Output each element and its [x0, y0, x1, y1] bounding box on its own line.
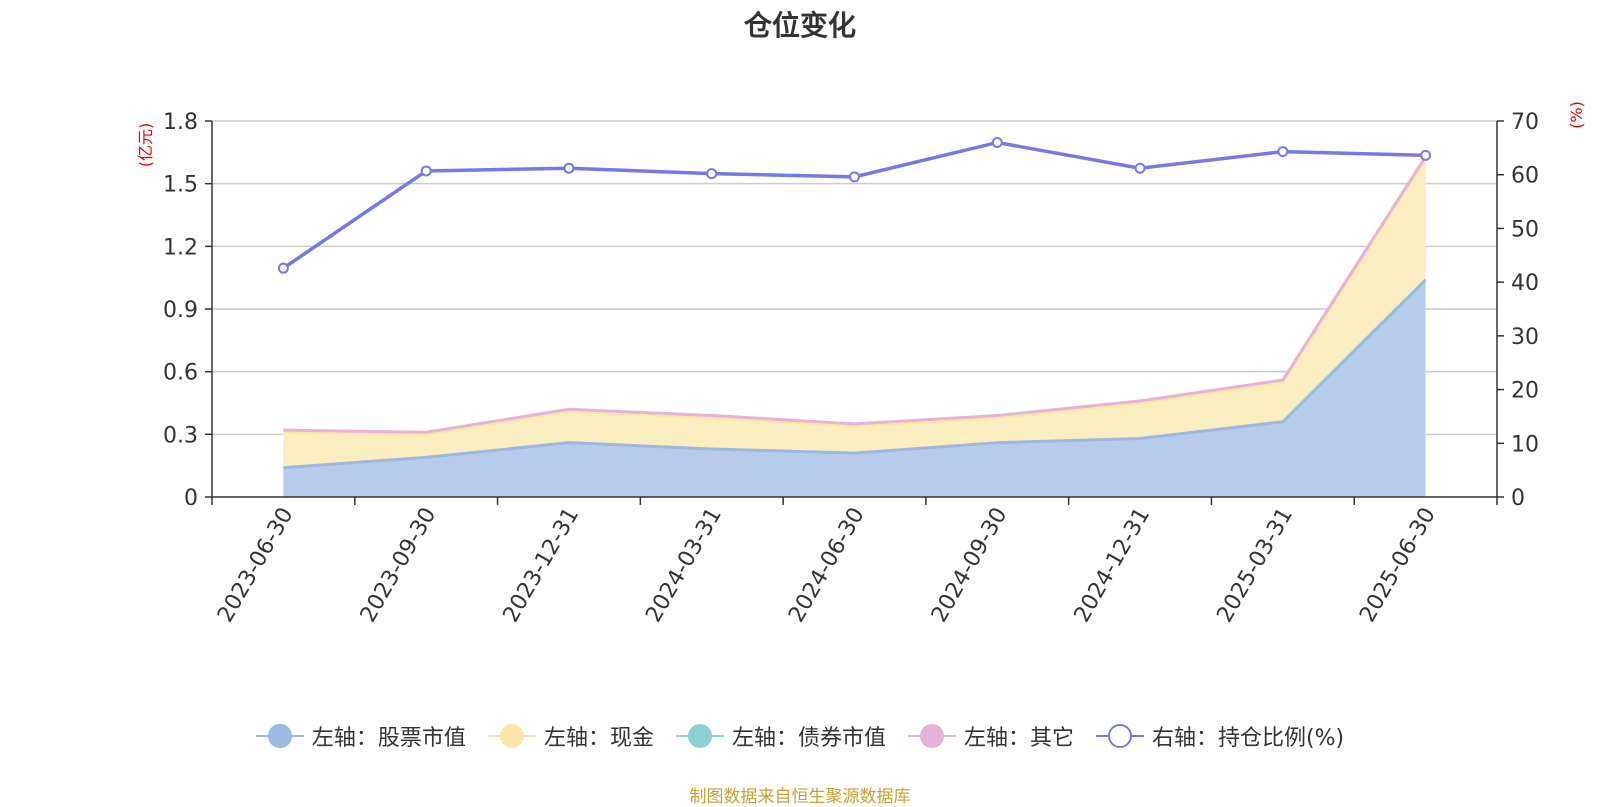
left-tick-label: 0: [184, 486, 198, 511]
left-tick-label: 0.3: [163, 423, 198, 448]
x-tick-label: 2024-09-30: [927, 504, 1013, 627]
x-tick-label: 2024-12-31: [1070, 504, 1156, 627]
legend-label: 左轴：股票市值: [311, 726, 466, 751]
ratio-point: [1134, 162, 1146, 174]
right-tick-label: 40: [1511, 271, 1539, 296]
left-tick-label: 0.9: [163, 298, 198, 323]
legend-marker-icon: [1095, 723, 1144, 749]
legend-item[interactable]: 左轴：股票市值: [255, 720, 466, 752]
left-tick-label: 1.8: [163, 110, 198, 135]
legend-marker-icon: [907, 723, 956, 749]
legend-item[interactable]: 左轴：现金: [487, 720, 654, 752]
legend-item[interactable]: 右轴：持仓比例(%): [1095, 720, 1345, 752]
ratio-line: [282, 140, 1426, 270]
left-axis-unit: (亿元): [136, 123, 155, 168]
ratio-point: [563, 162, 575, 174]
area-左轴：现金: [283, 158, 1426, 468]
x-tick-label: 2023-06-30: [213, 504, 299, 627]
x-tick-label: 2025-06-30: [1355, 504, 1441, 627]
left-tick-label: 1.2: [163, 235, 198, 260]
source-note: 制图数据来自恒生聚源数据库: [689, 787, 911, 807]
legend-label: 左轴：现金: [543, 726, 654, 751]
legend: 左轴：股票市值 左轴：现金 左轴：债券市值 左轴：其它 右轴：持仓比例(%): [0, 720, 1600, 752]
right-tick-label: 70: [1511, 110, 1539, 135]
ratio-point: [991, 136, 1003, 148]
x-tick-label: 2024-03-31: [641, 504, 727, 627]
ratio-points: [277, 136, 1432, 274]
line-左轴：其它: [283, 155, 1427, 434]
right-tick-label: 20: [1511, 379, 1539, 404]
ratio-point: [277, 262, 289, 274]
right-axis-unit: (%): [1567, 101, 1586, 129]
right-tick-label: 50: [1511, 217, 1539, 242]
chart-title: 仓位变化: [743, 9, 856, 42]
legend-item[interactable]: 左轴：债券市值: [675, 720, 886, 752]
legend-label: 右轴：持仓比例(%): [1151, 726, 1345, 751]
series-areas: [283, 156, 1426, 497]
left-tick-label: 0.6: [163, 361, 198, 386]
right-tick-label: 0: [1511, 486, 1525, 511]
ratio-point: [1277, 146, 1289, 158]
legend-marker-icon: [675, 723, 724, 749]
legend-marker-icon: [487, 723, 536, 749]
right-tick-label: 10: [1511, 432, 1539, 457]
legend-marker-icon: [255, 723, 304, 749]
line-左轴：现金: [283, 157, 1427, 436]
ratio-point: [1420, 149, 1432, 161]
x-tick-label: 2025-03-31: [1212, 504, 1298, 627]
right-tick-label: 30: [1511, 325, 1539, 350]
legend-label: 左轴：其它: [963, 726, 1074, 751]
x-tick-label: 2024-06-30: [784, 504, 870, 627]
legend-label: 左轴：债券市值: [731, 726, 886, 751]
left-tick-label: 1.5: [163, 173, 198, 198]
x-tick-label: 2023-12-31: [499, 504, 585, 627]
line-左轴：股票市值: [283, 278, 1427, 470]
ratio-point: [706, 168, 718, 180]
right-tick-label: 60: [1511, 164, 1539, 189]
legend-item[interactable]: 左轴：其它: [907, 720, 1074, 752]
ratio-point: [420, 165, 432, 177]
ratio-point: [849, 171, 860, 183]
x-tick-label: 2023-09-30: [356, 504, 442, 627]
